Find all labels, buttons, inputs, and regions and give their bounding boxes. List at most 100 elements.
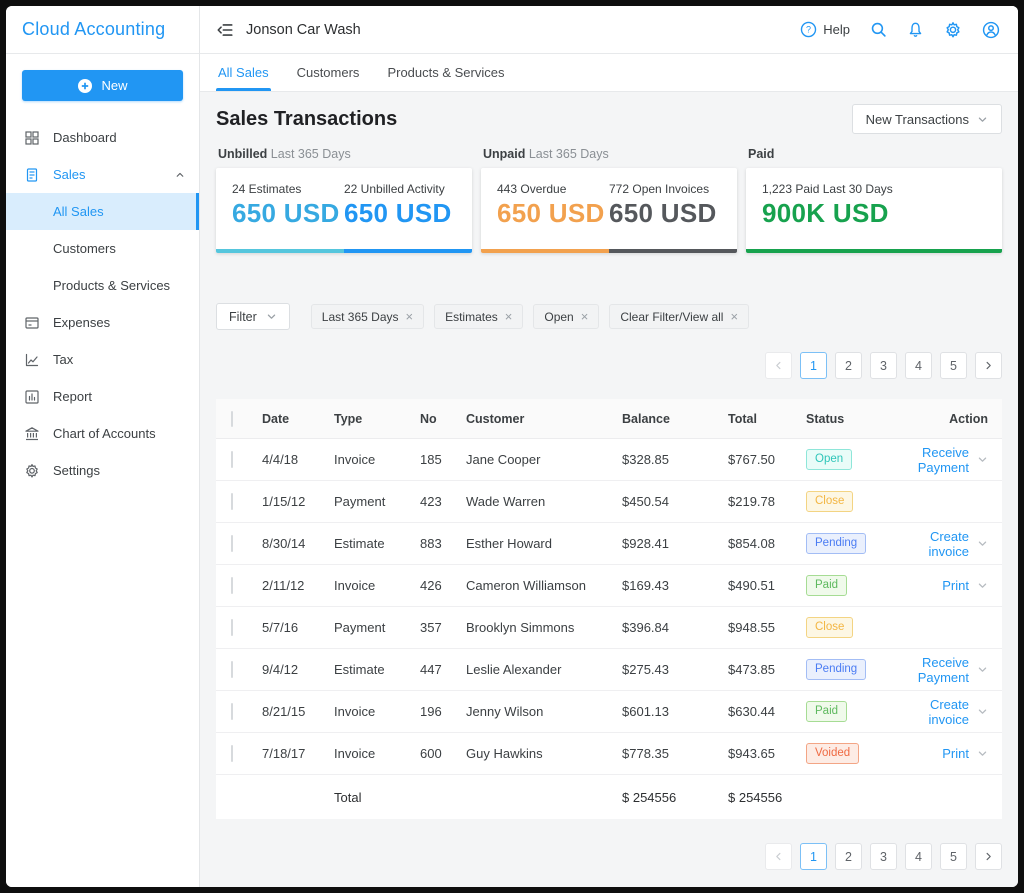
cell-balance: $328.85 (622, 452, 669, 467)
sidebar-item-report[interactable]: Report (6, 378, 199, 415)
close-icon[interactable]: × (580, 309, 589, 324)
row-checkbox[interactable] (231, 577, 233, 594)
card-stat-22-unbilled-activity[interactable]: 22 Unbilled Activity 650 USD (344, 182, 456, 249)
cell-date: 7/18/17 (262, 746, 306, 761)
search-icon[interactable] (870, 21, 887, 38)
pagination-prev-button[interactable] (765, 843, 792, 870)
cell-type: Invoice (334, 452, 376, 467)
pagination-page-2[interactable]: 2 (835, 352, 862, 379)
cell-no: 357 (420, 620, 442, 635)
row-checkbox[interactable] (231, 493, 233, 510)
row-checkbox[interactable] (231, 619, 233, 636)
sidebar-item-dashboard[interactable]: Dashboard (6, 119, 199, 156)
pagination-page-5[interactable]: 5 (940, 352, 967, 379)
chevron-down-icon (977, 114, 988, 125)
total-label: Total (334, 789, 362, 805)
column-header-customer[interactable]: Customer (466, 411, 525, 426)
card-stat-443-overdue[interactable]: 443 Overdue 650 USD (497, 182, 609, 249)
sidebar-item-label: Report (53, 389, 93, 404)
sidebar-item-settings[interactable]: Settings (6, 452, 199, 489)
chip-label: Estimates (445, 309, 498, 324)
action-link-print[interactable]: Print (942, 578, 969, 593)
expenses-icon (23, 314, 40, 331)
row-checkbox[interactable] (231, 535, 233, 552)
sidebar-subitem-products-services[interactable]: Products & Services (53, 278, 171, 293)
pagination-page-5[interactable]: 5 (940, 843, 967, 870)
close-icon[interactable]: × (405, 309, 414, 324)
sidebar-header: Cloud Accounting (6, 6, 199, 54)
sidebar-item-chart-of-accounts[interactable]: Chart of Accounts (6, 415, 199, 452)
cell-date: 1/15/12 (262, 494, 306, 509)
close-icon[interactable]: × (504, 309, 513, 324)
pagination-page-2[interactable]: 2 (835, 843, 862, 870)
sidebar-subitem-all-sales[interactable]: All Sales (6, 193, 199, 230)
column-header-type[interactable]: Type (334, 411, 363, 426)
row-checkbox[interactable] (231, 451, 233, 468)
pagination-next-button[interactable] (975, 843, 1002, 870)
card-label: Paid (748, 147, 775, 161)
tab-products-services[interactable]: Products & Services (387, 65, 505, 80)
sidebar-item-sales[interactable]: Sales (6, 156, 199, 193)
pagination-next-button[interactable] (975, 352, 1002, 379)
new-button[interactable]: New (22, 70, 183, 101)
column-header-date[interactable]: Date (262, 411, 290, 426)
chevron-down-icon[interactable] (977, 664, 988, 675)
collapse-sidebar-icon[interactable] (216, 21, 234, 39)
pagination-page-3[interactable]: 3 (870, 843, 897, 870)
stat-caption: 1,223 Paid Last 30 Days (762, 182, 893, 196)
new-button-label: New (101, 78, 128, 93)
stat-caption: 443 Overdue (497, 182, 567, 196)
cell-type: Invoice (334, 704, 376, 719)
filter-chip-last-365-days[interactable]: Last 365 Days × (310, 304, 425, 329)
action-link-print[interactable]: Print (942, 746, 969, 761)
column-header-total[interactable]: Total (728, 411, 757, 426)
chevron-down-icon[interactable] (977, 454, 988, 465)
notifications-bell-icon[interactable] (907, 21, 924, 38)
column-header-balance[interactable]: Balance (622, 411, 670, 426)
action-link-create-invoice[interactable]: Create invoice (928, 528, 969, 559)
new-transactions-button[interactable]: New Transactions (851, 104, 1002, 134)
cell-no: 447 (420, 662, 442, 677)
help-button[interactable]: ? Help (800, 21, 850, 38)
cell-balance: $169.43 (622, 578, 669, 593)
action-link-receive-payment[interactable]: Receive Payment (917, 654, 969, 685)
filter-chip-open[interactable]: Open × (533, 304, 600, 329)
filter-chip-estimates[interactable]: Estimates × (434, 304, 524, 329)
column-header-status[interactable]: Status (806, 411, 845, 426)
pagination-page-1[interactable]: 1 (800, 843, 827, 870)
card-stat-772-open-invoices[interactable]: 772 Open Invoices 650 USD (609, 182, 721, 249)
chevron-down-icon[interactable] (977, 706, 988, 717)
tab-customers[interactable]: Customers (296, 65, 360, 80)
filter-button[interactable]: Filter (216, 303, 290, 330)
sidebar-item-tax[interactable]: Tax (6, 341, 199, 378)
filter-chip-clear-filter-view-all[interactable]: Clear Filter/View all × (609, 304, 750, 329)
row-checkbox[interactable] (231, 703, 233, 720)
settings-gear-icon[interactable] (944, 21, 962, 39)
action-link-create-invoice[interactable]: Create invoice (928, 696, 969, 727)
select-all-checkbox[interactable] (231, 410, 233, 427)
status-badge: Voided (806, 742, 860, 765)
card-accent-bar (344, 249, 472, 253)
chevron-down-icon[interactable] (977, 538, 988, 549)
profile-avatar-icon[interactable] (982, 21, 1000, 39)
pagination-page-4[interactable]: 4 (905, 352, 932, 379)
column-header-no[interactable]: No (420, 411, 437, 426)
chevron-down-icon[interactable] (977, 748, 988, 759)
sidebar-subitem-customers[interactable]: Customers (53, 241, 116, 256)
close-icon[interactable]: × (730, 309, 739, 324)
row-checkbox[interactable] (231, 661, 233, 678)
sidebar-item-expenses[interactable]: Expenses (6, 304, 199, 341)
card-stat-24-estimates[interactable]: 24 Estimates 650 USD (232, 182, 344, 249)
tab-all-sales[interactable]: All Sales (204, 54, 283, 91)
card-label: Unbilled Last 365 Days (218, 147, 351, 161)
chevron-down-icon[interactable] (977, 580, 988, 591)
chip-label: Last 365 Days (321, 309, 399, 324)
pagination-prev-button[interactable] (765, 352, 792, 379)
column-header-action[interactable]: Action (949, 411, 988, 426)
pagination-page-1[interactable]: 1 (800, 352, 827, 379)
pagination-page-4[interactable]: 4 (905, 843, 932, 870)
action-link-receive-payment[interactable]: Receive Payment (917, 444, 969, 475)
pagination-page-3[interactable]: 3 (870, 352, 897, 379)
row-checkbox[interactable] (231, 745, 233, 762)
card-stat-1-223-paid-last-30-days[interactable]: 1,223 Paid Last 30 Days 900K USD (762, 182, 986, 249)
